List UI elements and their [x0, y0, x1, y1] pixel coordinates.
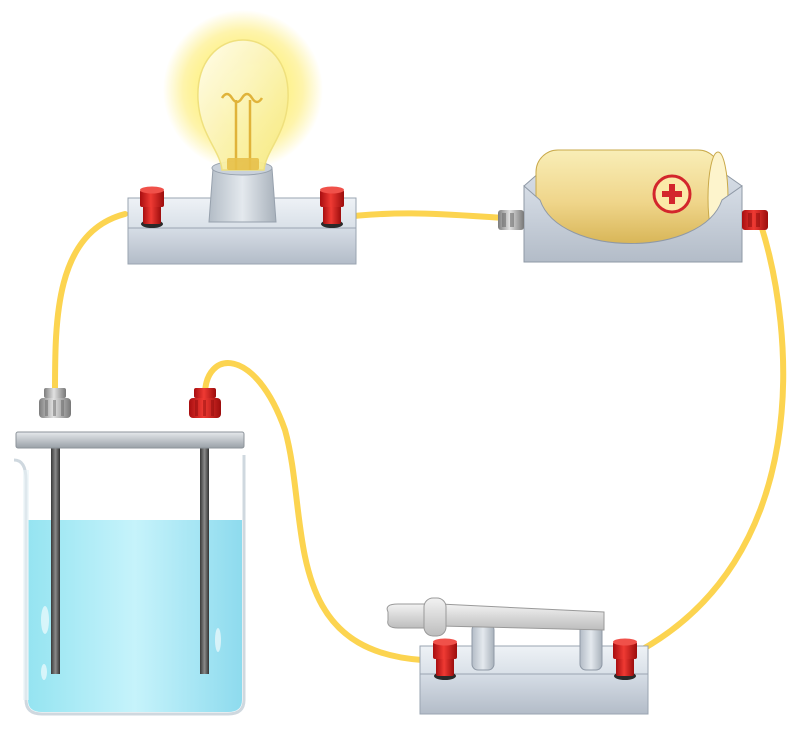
- beaker-highlights: [41, 606, 221, 680]
- switch-post-left: [471, 623, 495, 671]
- lamp-terminal-left[interactable]: [140, 186, 164, 229]
- bulb-glass: [197, 39, 289, 171]
- electrode-right: [200, 440, 209, 674]
- knife-switch-assembly: [386, 597, 649, 715]
- beaker-terminal-red[interactable]: [189, 388, 221, 418]
- battery-cradle: [523, 184, 743, 263]
- switch-blade[interactable]: [439, 603, 605, 631]
- battery-terminal-negative[interactable]: [498, 210, 524, 230]
- switch-terminal-right[interactable]: [613, 638, 637, 681]
- electrode-left: [51, 440, 60, 674]
- wire-battery-to-switch: [629, 219, 787, 658]
- lamp-terminal-right[interactable]: [320, 186, 344, 229]
- beaker-lid: [15, 431, 245, 449]
- battery-assembly: [498, 149, 768, 263]
- beaker-assembly: [13, 388, 246, 716]
- bulb-socket: [208, 167, 277, 223]
- beaker-glass: [13, 455, 246, 716]
- lamp-base-front: [127, 227, 357, 265]
- switch-base-front: [419, 673, 649, 715]
- wire-beaker-to-bulb: [52, 211, 128, 395]
- beaker-water: [28, 520, 242, 712]
- lamp-assembly: [127, 10, 357, 265]
- switch-post-right: [579, 623, 603, 671]
- wire-beaker-to-switch: [202, 360, 425, 663]
- wire-bulb-to-battery: [333, 210, 508, 221]
- battery-plus-symbol: [652, 174, 692, 214]
- beaker-terminal-gray[interactable]: [39, 388, 71, 418]
- battery-terminal-positive[interactable]: [742, 210, 768, 230]
- switch-terminal-left[interactable]: [433, 638, 457, 681]
- switch-handle[interactable]: [386, 603, 427, 629]
- wires: [52, 210, 787, 663]
